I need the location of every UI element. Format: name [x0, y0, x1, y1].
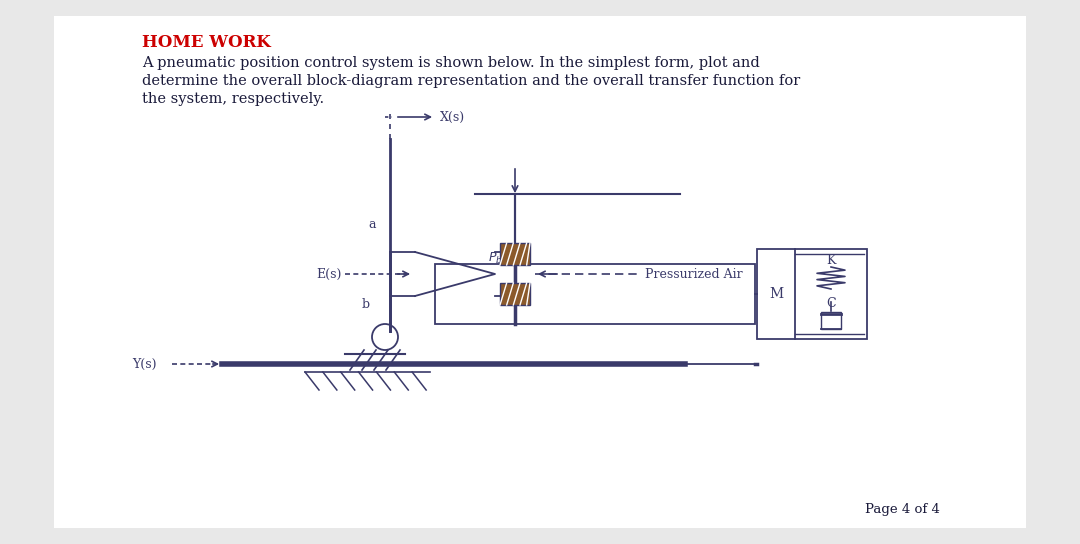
- Bar: [500, 243, 530, 265]
- Bar: [500, 283, 530, 305]
- Text: the system, respectively.: the system, respectively.: [141, 92, 324, 106]
- Text: X(s): X(s): [440, 110, 465, 123]
- Text: Y(s): Y(s): [133, 357, 157, 370]
- Text: determine the overall block-diagram representation and the overall transfer func: determine the overall block-diagram repr…: [141, 74, 800, 88]
- Bar: [757, 249, 867, 339]
- Text: M: M: [769, 287, 783, 301]
- Text: HOME WORK: HOME WORK: [141, 34, 271, 51]
- Text: b: b: [362, 298, 370, 311]
- Text: Page 4 of 4: Page 4 of 4: [865, 503, 940, 516]
- Text: K: K: [826, 254, 836, 267]
- Text: C: C: [826, 297, 836, 310]
- Text: a: a: [368, 218, 376, 231]
- Text: A pneumatic position control system is shown below. In the simplest form, plot a: A pneumatic position control system is s…: [141, 56, 759, 70]
- Text: Pressurized Air: Pressurized Air: [645, 268, 743, 281]
- Text: $P_b$: $P_b$: [488, 251, 502, 266]
- Bar: [435, 264, 755, 324]
- Bar: [821, 312, 841, 329]
- Text: E(s): E(s): [316, 268, 342, 281]
